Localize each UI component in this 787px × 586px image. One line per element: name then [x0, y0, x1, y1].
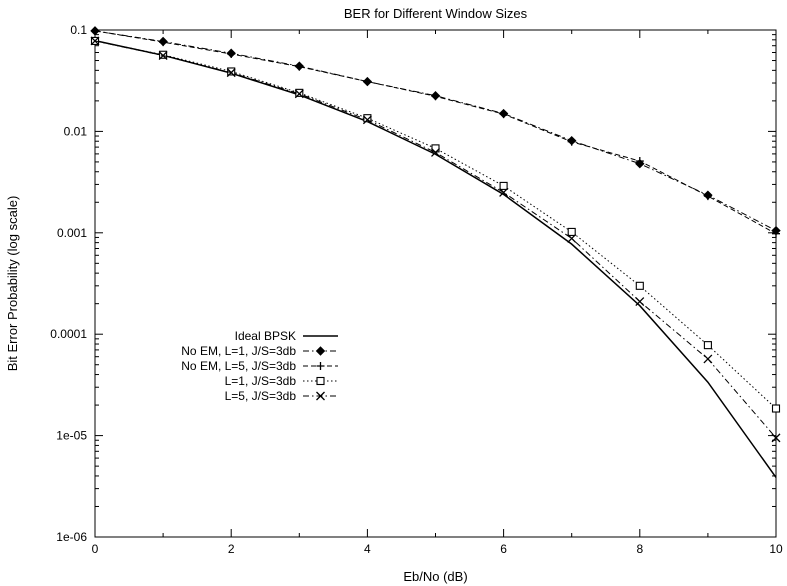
data-point-plus	[295, 62, 304, 71]
legend-label: No EM, L=1, J/S=3db	[181, 344, 296, 358]
data-point-cross	[431, 147, 440, 157]
data-point-plus	[91, 26, 99, 35]
data-point-square	[227, 67, 236, 76]
data-point-square	[567, 227, 576, 236]
y-tick-label: 0.0001	[50, 327, 87, 341]
data-point-square	[771, 404, 781, 413]
data-point-plus	[316, 362, 325, 370]
series-5	[90, 36, 781, 443]
legend-item: No EM, L=1, J/S=3db	[181, 344, 338, 358]
legend-label: L=1, J/S=3db	[225, 374, 297, 388]
y-axis: 0.1 0.01 0.001 0.0001 1e-05 1e-06	[50, 23, 776, 544]
y-tick-label: 1e-06	[56, 530, 87, 544]
data-point-cross	[771, 433, 781, 443]
series-line	[94, 30, 777, 235]
data-point-cross	[226, 68, 236, 78]
data-point-cross	[158, 51, 168, 60]
y-axis-label: Bit Error Probability (log scale)	[5, 196, 20, 372]
data-point-plus	[567, 137, 576, 146]
plot-frame	[94, 29, 777, 538]
data-point-plus	[159, 38, 168, 47]
data-point-square	[635, 281, 644, 290]
x-tick-label: 10	[769, 542, 783, 556]
data-point-square	[499, 181, 508, 190]
series-layer	[90, 26, 781, 478]
y-tick-label: 1e-05	[56, 429, 87, 443]
y-tick-label: 0.001	[57, 226, 87, 240]
data-point-cross	[499, 187, 509, 197]
x-tick-label: 0	[92, 542, 99, 556]
data-point-plus	[227, 49, 236, 58]
x-tick-label: 2	[228, 542, 235, 556]
data-point-cross	[362, 115, 372, 125]
series-3	[91, 26, 780, 238]
data-point-plus	[703, 192, 712, 201]
x-axis: 0 2 4 6 8 10	[92, 30, 783, 556]
x-tick-label: 8	[636, 542, 643, 556]
data-point-square	[703, 341, 712, 350]
data-point-cross	[294, 89, 304, 99]
data-point-plus	[772, 229, 780, 238]
legend-label: No EM, L=5, J/S=3db	[181, 359, 296, 373]
series-2	[90, 26, 781, 236]
data-point-cross	[90, 36, 100, 46]
y-tick-label: 0.1	[70, 23, 87, 37]
data-point-cross	[567, 233, 577, 243]
series-line	[94, 39, 777, 478]
legend-label: Ideal BPSK	[235, 329, 296, 343]
series-line	[94, 40, 777, 439]
legend-item: L=5, J/S=3db	[225, 389, 338, 403]
series-1	[94, 39, 777, 478]
data-point-plus	[431, 92, 440, 101]
data-point-square	[316, 376, 325, 386]
data-point-cross	[703, 354, 713, 364]
series-line	[94, 30, 777, 232]
y-tick-label: 0.01	[64, 124, 88, 138]
legend-item: L=1, J/S=3db	[225, 374, 338, 388]
x-axis-label: Eb/No (dB)	[403, 569, 467, 584]
legend-label: L=5, J/S=3db	[225, 389, 297, 403]
data-point-plus	[499, 110, 508, 119]
data-point-plus	[635, 157, 644, 166]
series-line	[94, 40, 777, 409]
data-point-cross	[635, 297, 645, 306]
legend-item: Ideal BPSK	[235, 329, 338, 343]
legend-item: No EM, L=5, J/S=3db	[181, 359, 338, 373]
data-point-square	[295, 88, 304, 97]
chart-title: BER for Different Window Sizes	[344, 6, 528, 21]
data-point-cross	[316, 391, 325, 401]
data-point-plus	[363, 77, 372, 86]
x-tick-label: 4	[364, 542, 371, 556]
data-point-diamond	[315, 346, 326, 356]
x-tick-label: 6	[500, 542, 507, 556]
